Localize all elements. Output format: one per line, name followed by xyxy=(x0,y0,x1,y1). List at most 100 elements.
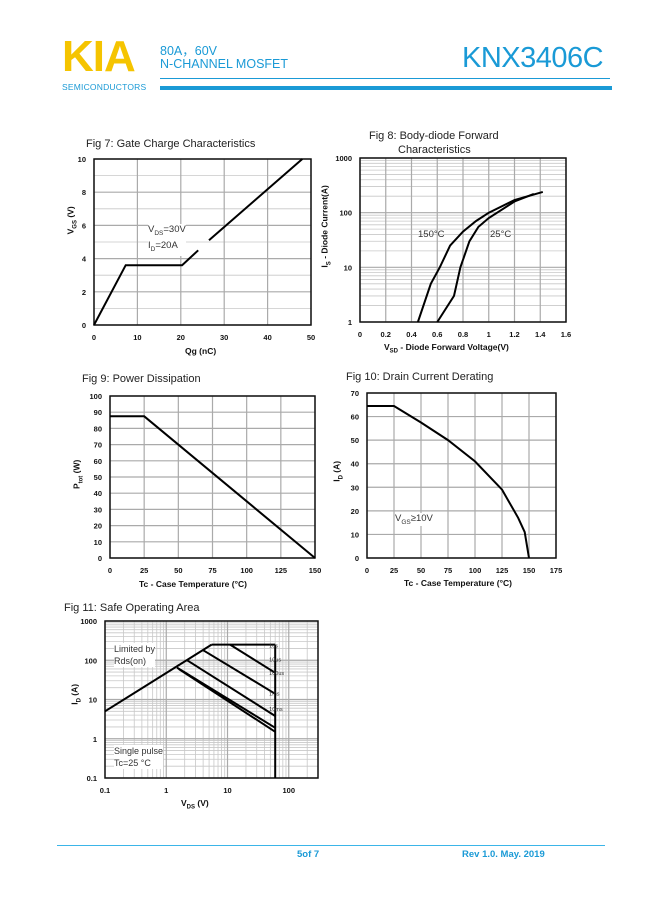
fig11-curve-label: 10us xyxy=(269,658,281,664)
fig8-xtick-label: 0.8 xyxy=(458,330,468,339)
fig10-ytick-label: 70 xyxy=(351,389,359,398)
fig11-title: Fig 11: Safe Operating Area xyxy=(64,602,200,614)
fig7-title: Fig 7: Gate Charge Characteristics xyxy=(86,138,256,150)
fig7-ytick-label: 10 xyxy=(78,155,86,164)
fig9-ytick-label: 60 xyxy=(94,457,102,466)
fig11-curve-label: 1ms xyxy=(269,692,280,698)
fig8-label-150c: 150°C xyxy=(418,229,445,240)
device-type: N-CHANNEL MOSFET xyxy=(160,57,289,71)
fig8-ytick-label: 100 xyxy=(339,209,352,218)
fig7-xlabel: Qg (nC) xyxy=(185,346,217,356)
fig9-xtick-label: 0 xyxy=(108,566,112,575)
header-divider-thin xyxy=(160,78,610,79)
fig10-xtick-label: 50 xyxy=(417,566,425,575)
fig7-xtick-label: 30 xyxy=(220,333,228,342)
fig10-xtick-label: 0 xyxy=(365,566,369,575)
fig9-ytick-label: 100 xyxy=(89,392,102,401)
fig8-plot-frame xyxy=(359,157,567,323)
fig10-title: Fig 10: Drain Current Derating xyxy=(346,371,494,383)
fig11-series-line xyxy=(229,643,276,674)
fig8-title-line2: Characteristics xyxy=(398,144,471,156)
fig7-plot-frame xyxy=(93,158,312,326)
fig9-xlabel: Tc - Case Temperature (°C) xyxy=(139,579,247,589)
fig10-series-line xyxy=(367,405,530,559)
fig10-ytick-label: 50 xyxy=(351,436,359,445)
revision: Rev 1.0. May. 2019 xyxy=(462,849,545,860)
fig7-ytick-label: 8 xyxy=(82,188,86,197)
fig8-xtick-label: 0.2 xyxy=(381,330,391,339)
fig8-ytick-label: 1000 xyxy=(335,154,352,163)
fig7-annotation: VDS=30V ID=20A xyxy=(148,224,186,256)
fig9-ytick-label: 10 xyxy=(94,538,102,547)
fig7-xtick-label: 50 xyxy=(307,333,315,342)
fig8-xtick-label: 0 xyxy=(358,330,362,339)
fig10-ytick-label: 30 xyxy=(351,483,359,492)
header-divider-thick xyxy=(160,86,612,90)
fig7-ytick-label: 4 xyxy=(82,255,87,264)
fig9-ytick-label: 0 xyxy=(98,554,102,563)
page-number: 5of 7 xyxy=(297,849,320,860)
fig11-xtick-label: 1 xyxy=(164,786,168,795)
fig10-ytick-label: 40 xyxy=(351,460,359,469)
fig9-title: Fig 9: Power Dissipation xyxy=(82,373,201,385)
fig11-ytick-label: 0.1 xyxy=(87,774,97,783)
fig10-xlabel: Tc - Case Temperature (°C) xyxy=(404,578,512,588)
fig9-xtick-label: 150 xyxy=(309,566,322,575)
rating-text: 80A，60V xyxy=(160,44,217,58)
fig11-curve-label: 100us xyxy=(269,671,284,677)
fig11-series-line xyxy=(186,659,276,717)
fig8-xtick-label: 0.6 xyxy=(432,330,442,339)
fig9-ytick-label: 70 xyxy=(94,441,102,450)
fig9-ytick-label: 40 xyxy=(94,489,102,498)
fig8-title-line1: Fig 8: Body-diode Forward xyxy=(369,130,499,142)
fig7-ytick-label: 0 xyxy=(82,321,86,330)
fig11-series-line xyxy=(178,668,276,733)
fig7-xtick-label: 20 xyxy=(177,333,185,342)
fig11-ytick-label: 10 xyxy=(89,696,97,705)
fig11-ytick-label: 1000 xyxy=(80,617,97,626)
fig10-xtick-label: 175 xyxy=(550,566,563,575)
fig11-xtick-label: 10 xyxy=(223,786,231,795)
fig8-xlabel: VSD - Diode Forward Voltage(V) xyxy=(384,342,509,355)
fig11-ytick-label: 1 xyxy=(93,735,97,744)
fig10-xtick-label: 25 xyxy=(390,566,398,575)
fig10-xtick-label: 100 xyxy=(469,566,482,575)
fig7-ytick-label: 6 xyxy=(82,221,86,230)
kia-logo: KIA xyxy=(62,32,136,81)
fig9-xtick-label: 75 xyxy=(208,566,216,575)
fig8-xtick-label: 1 xyxy=(487,330,491,339)
fig8-ytick-label: 10 xyxy=(344,263,352,272)
fig10-ytick-label: 60 xyxy=(351,413,359,422)
logo-subtitle: SEMICONDUCTORS xyxy=(62,82,147,92)
fig8-ytick-label: 1 xyxy=(348,318,352,327)
fig8-series-line xyxy=(416,190,544,323)
fig11-plot-frame xyxy=(104,620,319,779)
fig11-curve-label: 1us xyxy=(269,644,278,650)
fig9-plot-frame xyxy=(109,395,316,559)
fig10-xtick-label: 75 xyxy=(444,566,452,575)
fig7-xtick-label: 40 xyxy=(263,333,271,342)
fig11-ytick-label: 100 xyxy=(84,656,97,665)
fig9-ytick-label: 20 xyxy=(94,522,102,531)
fig10-plot-frame xyxy=(366,392,557,559)
fig10-annotation: VGS≥10V xyxy=(395,513,433,526)
fig9-xtick-label: 25 xyxy=(140,566,148,575)
fig9-ytick-label: 50 xyxy=(94,473,102,482)
fig11-curve-label: 10ms xyxy=(269,707,283,713)
fig11-series-line xyxy=(202,649,276,695)
fig11-xtick-label: 0.1 xyxy=(100,786,110,795)
fig8-xtick-label: 1.2 xyxy=(509,330,519,339)
fig10-xtick-label: 125 xyxy=(496,566,509,575)
part-number: KNX3406C xyxy=(462,42,604,74)
fig9-xtick-label: 100 xyxy=(240,566,253,575)
fig8-xtick-label: 0.4 xyxy=(406,330,417,339)
fig7-ytick-label: 2 xyxy=(82,288,86,297)
fig7-xtick-label: 10 xyxy=(133,333,141,342)
fig10-ytick-label: 10 xyxy=(351,530,359,539)
footer-divider xyxy=(57,845,605,846)
fig8-series-line xyxy=(436,192,535,323)
fig9-xtick-label: 50 xyxy=(174,566,182,575)
fig11-xtick-label: 100 xyxy=(283,786,296,795)
fig10-ytick-label: 0 xyxy=(355,554,359,563)
